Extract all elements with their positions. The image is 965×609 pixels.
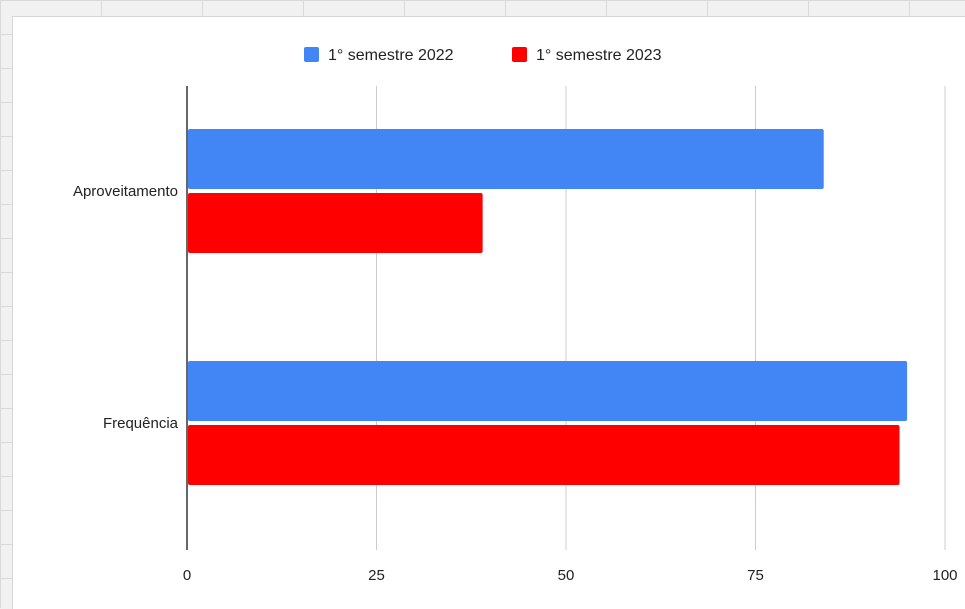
bar-aproveitamento-series-1[interactable] [188, 129, 824, 189]
x-tick-labels: 0 25 50 75 100 [183, 567, 958, 584]
x-tick-label: 100 [932, 567, 957, 584]
bar-frequ-ncia-series-1[interactable] [188, 361, 907, 421]
bars [188, 129, 907, 485]
bar-frequ-ncia-series-2[interactable] [188, 425, 900, 485]
legend-label[interactable]: 1° semestre 2023 [536, 47, 662, 64]
category-label: Aproveitamento [73, 183, 178, 200]
x-tick-label: 50 [558, 567, 575, 584]
legend-swatch [512, 47, 527, 62]
legend-label[interactable]: 1° semestre 2022 [328, 47, 454, 64]
category-label: Frequência [103, 415, 179, 432]
category-labels: Aproveitamento Frequência [73, 183, 179, 432]
x-tick-label: 0 [183, 567, 191, 584]
x-tick-label: 75 [747, 567, 764, 584]
legend-swatch [304, 47, 319, 62]
legend[interactable]: 1° semestre 2022 1° semestre 2023 [304, 47, 662, 64]
x-tick-label: 25 [368, 567, 385, 584]
bar-aproveitamento-series-2[interactable] [188, 193, 483, 253]
